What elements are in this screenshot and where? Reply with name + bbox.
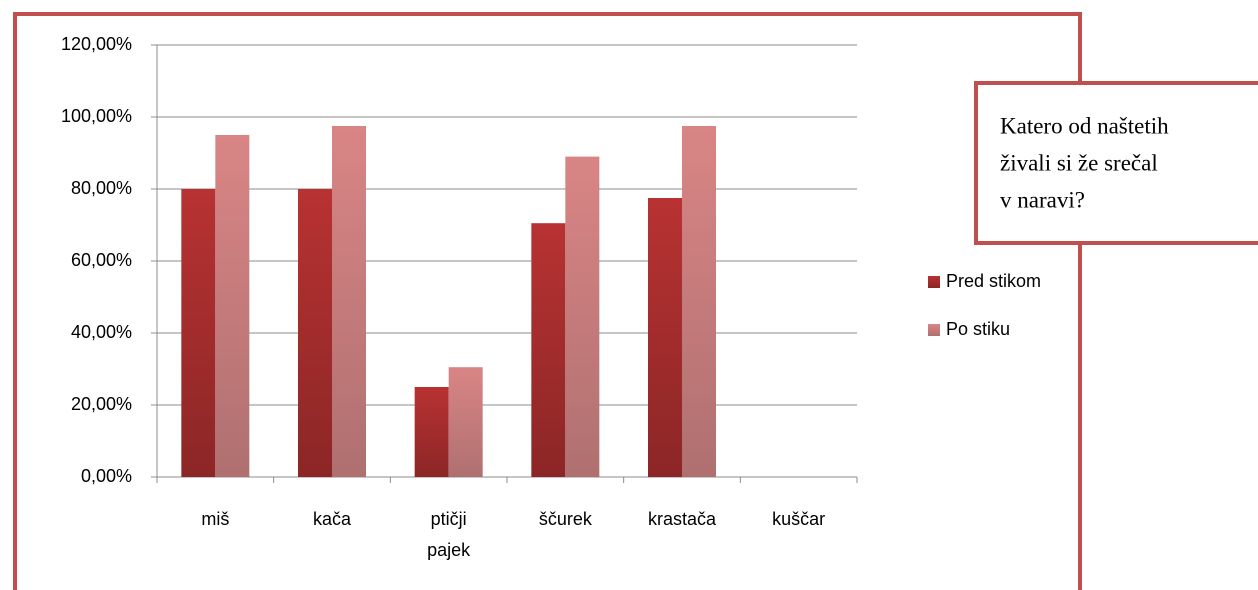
y-tick-label: 0,00% — [81, 466, 132, 486]
y-tick-label: 100,00% — [61, 106, 132, 126]
bar — [448, 367, 483, 477]
note-line: živali si že srečal — [1000, 150, 1158, 175]
bar — [181, 189, 216, 477]
bar — [414, 387, 449, 477]
x-tick-label: kača — [313, 509, 352, 529]
x-tick-label: ščurek — [539, 509, 593, 529]
y-tick-label: 20,00% — [71, 394, 132, 414]
x-tick-label: krastača — [648, 509, 717, 529]
bar — [332, 126, 366, 477]
legend-label: Po stiku — [946, 319, 1010, 339]
y-tick-label: 80,00% — [71, 178, 132, 198]
y-tick-label: 120,00% — [61, 34, 132, 54]
x-tick-label: miš — [201, 509, 229, 529]
bar — [298, 189, 332, 477]
bar — [682, 126, 716, 477]
bar — [565, 156, 600, 477]
note-line: v naravi? — [1000, 187, 1085, 212]
bar — [648, 198, 682, 477]
x-tick-label: kuščar — [772, 509, 825, 529]
y-tick-label: 60,00% — [71, 250, 132, 270]
x-tick-label: ptičji pajek — [427, 509, 471, 560]
note-box — [974, 81, 1258, 245]
legend-swatch — [928, 324, 940, 336]
frame — [13, 12, 1082, 590]
bar — [531, 223, 566, 477]
bar — [215, 135, 250, 477]
legend-label: Pred stikom — [946, 271, 1041, 291]
note-line: Katero od naštetih — [1000, 113, 1169, 138]
legend-swatch — [928, 276, 940, 288]
y-tick-label: 40,00% — [71, 322, 132, 342]
